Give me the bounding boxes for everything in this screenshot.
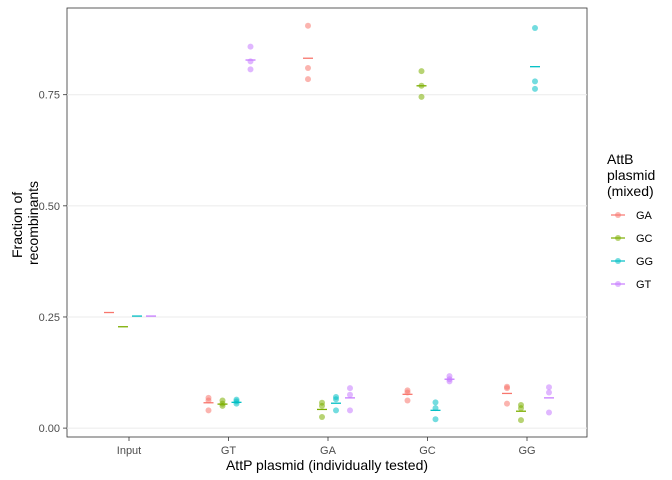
y-axis-title: Fraction of recombinants [9, 181, 41, 265]
data-point-gg [532, 25, 538, 32]
data-point-gg [432, 416, 439, 423]
data-point-gg [333, 407, 339, 414]
data-point-gg [532, 85, 538, 92]
y-tick-label: 0.75 [39, 90, 60, 102]
y-axis: 0.00 0.25 0.50 0.75 [39, 90, 67, 435]
data-point-gc [518, 417, 524, 424]
data-point-gg [333, 393, 339, 400]
y-tick-label: 0.50 [39, 201, 60, 213]
legend-key-point-gt [615, 281, 621, 287]
data-point-gt [347, 385, 353, 392]
legend-title: AttB plasmid (mixed) [607, 151, 659, 199]
panel-border [66, 7, 588, 438]
data-point-gg [233, 396, 240, 403]
x-axis: Input GT GA GC GG [117, 437, 536, 457]
x-tick-label: GG [518, 445, 535, 457]
legend-label-gc: GC [636, 233, 653, 245]
data-point-gt [546, 384, 552, 391]
data-point-gt [446, 373, 453, 380]
legend-title-line-3: (mixed) [607, 183, 654, 199]
y-tick-label: 0.00 [39, 423, 60, 435]
legend: AttB plasmid (mixed) GA GC GG GT [607, 151, 659, 291]
data-point-gt [546, 409, 552, 416]
data-point-gg [432, 399, 439, 406]
data-point-ga [305, 22, 311, 29]
data-point-gc [418, 93, 425, 100]
data-point-gt [347, 391, 353, 398]
data-point-ga [305, 65, 311, 72]
y-axis-title-line-1: Fraction of [9, 192, 25, 258]
data-point-ga [504, 383, 510, 390]
data-point-ga [205, 394, 212, 401]
y-tick-label: 0.25 [39, 312, 60, 324]
data-point-gc [518, 401, 524, 408]
data-point-gt [247, 43, 254, 50]
gridlines [67, 94, 587, 429]
data-point-gc [319, 399, 325, 406]
legend-title-line-1: AttB [607, 151, 633, 167]
y-axis-title-line-2: recombinants [25, 181, 41, 265]
data-point-gc [418, 68, 425, 75]
x-tick-label: GA [320, 445, 337, 457]
legend-key-point-ga [615, 212, 621, 218]
series-gg [132, 25, 540, 423]
data-point-gt [247, 58, 254, 65]
x-tick-label: Input [117, 445, 141, 457]
data-point-gg [432, 405, 439, 412]
legend-label-gg: GG [636, 256, 653, 268]
data-point-gc [219, 397, 226, 404]
data-point-gt [347, 407, 353, 414]
x-tick-label: GC [419, 445, 436, 457]
data-point-ga [504, 400, 510, 407]
legend-label-ga: GA [636, 210, 653, 222]
series-ga [104, 22, 512, 414]
series-gt [146, 43, 554, 416]
legend-keys: GA GC GG GT [611, 210, 653, 291]
data-point-ga [404, 387, 411, 394]
legend-label-gt: GT [636, 279, 652, 291]
data-point-gc [319, 413, 325, 420]
legend-key-point-gg [615, 258, 621, 264]
series-gc [118, 68, 526, 424]
data-point-gg [532, 78, 538, 85]
data-point-ga [305, 76, 311, 83]
data-marks [104, 22, 554, 424]
data-point-ga [404, 397, 411, 404]
data-point-gt [546, 389, 552, 396]
data-point-ga [205, 407, 212, 414]
legend-key-point-gc [615, 235, 621, 241]
data-point-gt [247, 66, 254, 73]
x-tick-label: GT [221, 445, 237, 457]
x-axis-title: AttP plasmid (individually tested) [226, 457, 428, 473]
legend-title-line-2: plasmid [607, 167, 655, 183]
